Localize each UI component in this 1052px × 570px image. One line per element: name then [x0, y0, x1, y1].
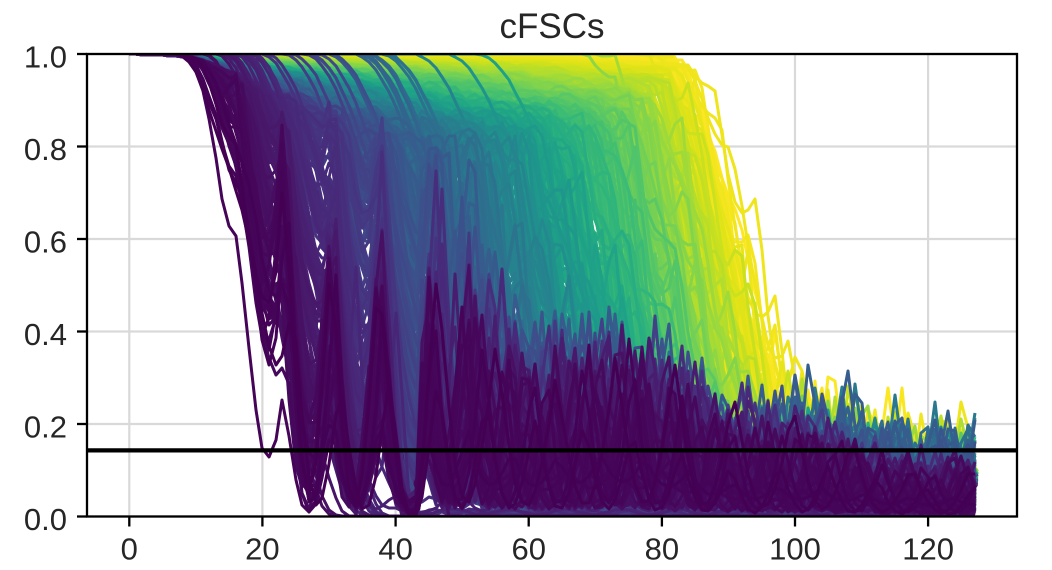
svg-text:120: 120: [902, 532, 954, 567]
svg-text:0.8: 0.8: [24, 132, 67, 167]
svg-text:cFSCs: cFSCs: [500, 7, 605, 46]
svg-text:1.0: 1.0: [24, 40, 67, 75]
svg-text:0.4: 0.4: [24, 317, 67, 352]
svg-text:0: 0: [121, 532, 138, 567]
svg-text:0.2: 0.2: [24, 410, 67, 445]
svg-text:60: 60: [511, 532, 545, 567]
svg-text:80: 80: [645, 532, 679, 567]
svg-text:0.6: 0.6: [24, 225, 67, 260]
svg-text:0.0: 0.0: [24, 502, 67, 537]
svg-text:40: 40: [378, 532, 412, 567]
svg-text:100: 100: [769, 532, 821, 567]
svg-text:20: 20: [245, 532, 279, 567]
